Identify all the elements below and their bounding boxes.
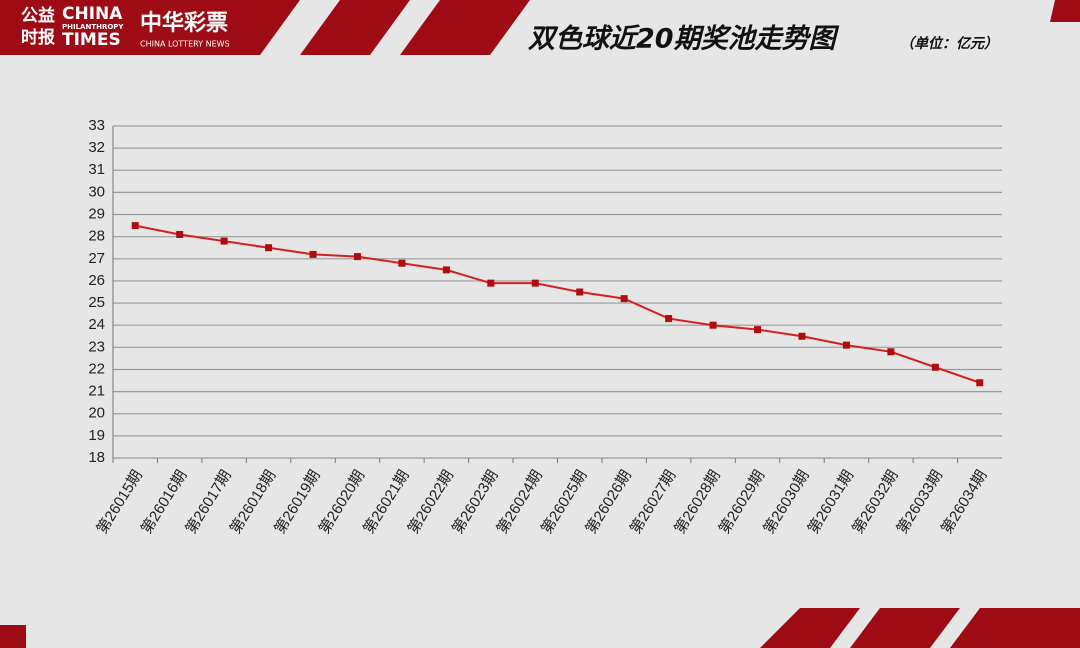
y-tick-label: 18 — [88, 449, 105, 466]
marker — [353, 253, 361, 261]
marker — [754, 326, 762, 334]
logo-en: TIMES — [62, 30, 121, 50]
stripe — [760, 608, 860, 648]
y-tick-label: 20 — [88, 405, 105, 422]
marker — [709, 321, 717, 329]
y-tick-label: 32 — [88, 139, 105, 156]
marker — [531, 279, 539, 287]
y-tick-label: 22 — [88, 360, 105, 377]
marker — [131, 222, 139, 230]
marker — [931, 363, 939, 371]
marker — [220, 237, 228, 245]
lottery-logo: 中华彩票 — [140, 10, 228, 36]
marker — [665, 315, 673, 323]
y-tick-label: 27 — [88, 250, 105, 267]
header-band — [0, 0, 300, 55]
lottery-logo-en: CHINA LOTTERY NEWS — [140, 40, 230, 49]
y-tick-label: 23 — [88, 338, 105, 355]
stripe — [400, 0, 530, 55]
y-tick-label: 30 — [88, 183, 105, 200]
y-tick-label: 19 — [88, 427, 105, 444]
y-tick-label: 31 — [88, 161, 105, 178]
marker — [265, 244, 273, 252]
y-tick-label: 33 — [88, 117, 105, 134]
y-tick-label: 28 — [88, 228, 105, 245]
marker — [976, 379, 984, 387]
stripe — [300, 0, 410, 55]
marker — [176, 230, 184, 238]
marker — [487, 279, 495, 287]
chart-subtitle: （单位：亿元） — [900, 35, 998, 52]
marker — [309, 250, 317, 258]
marker — [576, 288, 584, 296]
logo-en: CHINA — [62, 4, 123, 24]
marker — [442, 266, 450, 274]
stripe — [850, 608, 960, 648]
marker — [398, 259, 406, 267]
y-tick-label: 24 — [88, 316, 105, 333]
corner-block — [0, 625, 26, 648]
chart-title: 双色球近20期奖池走势图 — [527, 24, 840, 55]
y-tick-label: 25 — [88, 294, 105, 311]
y-tick-label: 29 — [88, 206, 105, 223]
logo-cn: 公益 — [21, 5, 55, 26]
line — [135, 224, 981, 384]
logo-en: PHILANTHROPY — [62, 23, 124, 31]
stripe — [1050, 0, 1080, 22]
y-tick-label: 21 — [88, 383, 105, 400]
y-tick-label: 26 — [88, 272, 105, 289]
logo-cn: 时报 — [21, 27, 55, 48]
marker — [798, 332, 806, 340]
stripe — [950, 608, 1080, 648]
marker — [842, 341, 850, 349]
marker — [887, 348, 895, 356]
marker — [620, 295, 628, 303]
